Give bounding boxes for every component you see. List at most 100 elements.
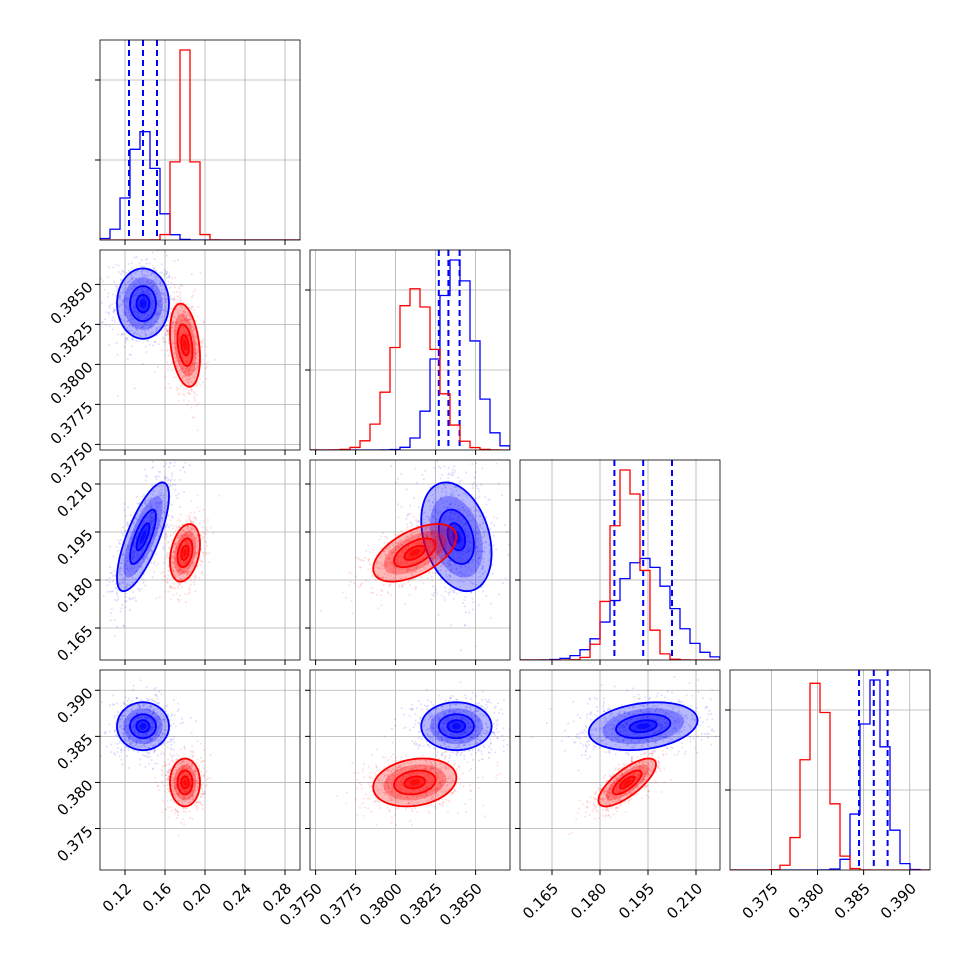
sample-point: [156, 310, 159, 313]
sample-point: [462, 506, 465, 509]
sample-point: [175, 572, 178, 575]
panel-frame: [99, 249, 301, 451]
sample-point: [128, 596, 131, 599]
sample-point: [193, 561, 196, 564]
sample-point: [444, 590, 447, 593]
sample-point: [174, 342, 177, 345]
sample-point: [462, 492, 465, 495]
sample-point: [424, 469, 427, 472]
sample-point: [437, 511, 440, 514]
sample-point: [175, 545, 178, 548]
sample-point: [468, 506, 471, 509]
sample-point: [181, 717, 184, 720]
sample-point: [397, 546, 400, 549]
sample-point: [133, 313, 136, 316]
sample-point: [174, 559, 177, 562]
sample-point: [448, 564, 451, 567]
sample-point: [172, 754, 175, 757]
sample-point: [381, 564, 384, 567]
sample-point: [150, 285, 153, 288]
sample-point: [401, 586, 404, 589]
sample-point: [179, 320, 182, 323]
sample-point: [149, 534, 152, 537]
sample-point: [387, 550, 390, 553]
sample-point: [150, 759, 153, 762]
sample-point: [124, 311, 127, 314]
sample-point: [178, 598, 181, 601]
sample-point: [436, 551, 439, 554]
sample-point: [203, 532, 206, 535]
sample-point: [389, 560, 392, 563]
sample-point: [188, 591, 191, 594]
sample-point: [189, 366, 192, 369]
sample-point: [429, 508, 432, 511]
sample-point: [184, 535, 187, 538]
sample-point: [188, 393, 191, 396]
sample-point: [184, 331, 187, 334]
sample-point: [145, 324, 148, 327]
sample-point: [157, 523, 160, 526]
sample-point: [481, 565, 484, 568]
sample-point: [107, 311, 110, 314]
sample-point: [194, 518, 197, 521]
sample-point: [196, 565, 199, 568]
sample-point: [150, 541, 153, 544]
sample-point: [480, 483, 483, 486]
sample-point: [195, 341, 198, 344]
sample-point: [182, 313, 185, 316]
sample-point: [452, 590, 455, 593]
sample-point: [146, 556, 149, 559]
sample-point: [122, 300, 125, 303]
sample-point: [464, 565, 467, 568]
sample-point: [151, 251, 154, 254]
sample-point: [190, 389, 193, 392]
sample-point: [195, 720, 198, 723]
sample-point: [185, 313, 188, 316]
sample-point: [190, 308, 193, 311]
sample-point: [382, 576, 385, 579]
density-contour: [169, 302, 201, 388]
sample-point: [132, 338, 135, 341]
sample-point: [192, 329, 195, 332]
sample-point: [141, 278, 144, 281]
sample-point: [187, 369, 190, 372]
sample-point: [462, 581, 465, 584]
sample-point: [441, 564, 444, 567]
sample-point: [196, 494, 199, 497]
sample-point: [136, 329, 139, 332]
sample-point: [451, 518, 454, 521]
sample-point: [390, 550, 393, 553]
sample-point: [202, 537, 205, 540]
sample-point: [445, 528, 448, 531]
sample-point: [190, 387, 193, 390]
sample-point: [151, 311, 154, 314]
sample-point: [116, 394, 119, 397]
sample-point: [177, 493, 180, 496]
sample-point: [173, 524, 176, 527]
sample-point: [156, 505, 159, 508]
sample-point: [475, 515, 478, 518]
sample-point: [156, 321, 159, 324]
sample-point: [479, 515, 482, 518]
sample-point: [189, 325, 192, 328]
sample-point: [148, 546, 151, 549]
sample-point: [404, 560, 407, 563]
sample-point: [128, 325, 131, 328]
sample-point: [167, 477, 170, 480]
sample-point: [430, 598, 433, 601]
sample-point: [436, 552, 439, 555]
sample-point: [124, 515, 127, 518]
sample-point: [142, 581, 145, 584]
sample-point: [429, 505, 432, 508]
sample-point: [135, 495, 138, 498]
sample-point: [447, 517, 450, 520]
sample-point: [196, 404, 199, 407]
sample-point: [185, 540, 188, 543]
sample-point: [392, 551, 395, 554]
sample-point: [205, 541, 208, 544]
sample-point: [177, 365, 180, 368]
sample-point: [194, 516, 197, 519]
density-contour: [169, 523, 201, 583]
sample-point: [172, 735, 175, 738]
sample-point: [117, 333, 120, 336]
